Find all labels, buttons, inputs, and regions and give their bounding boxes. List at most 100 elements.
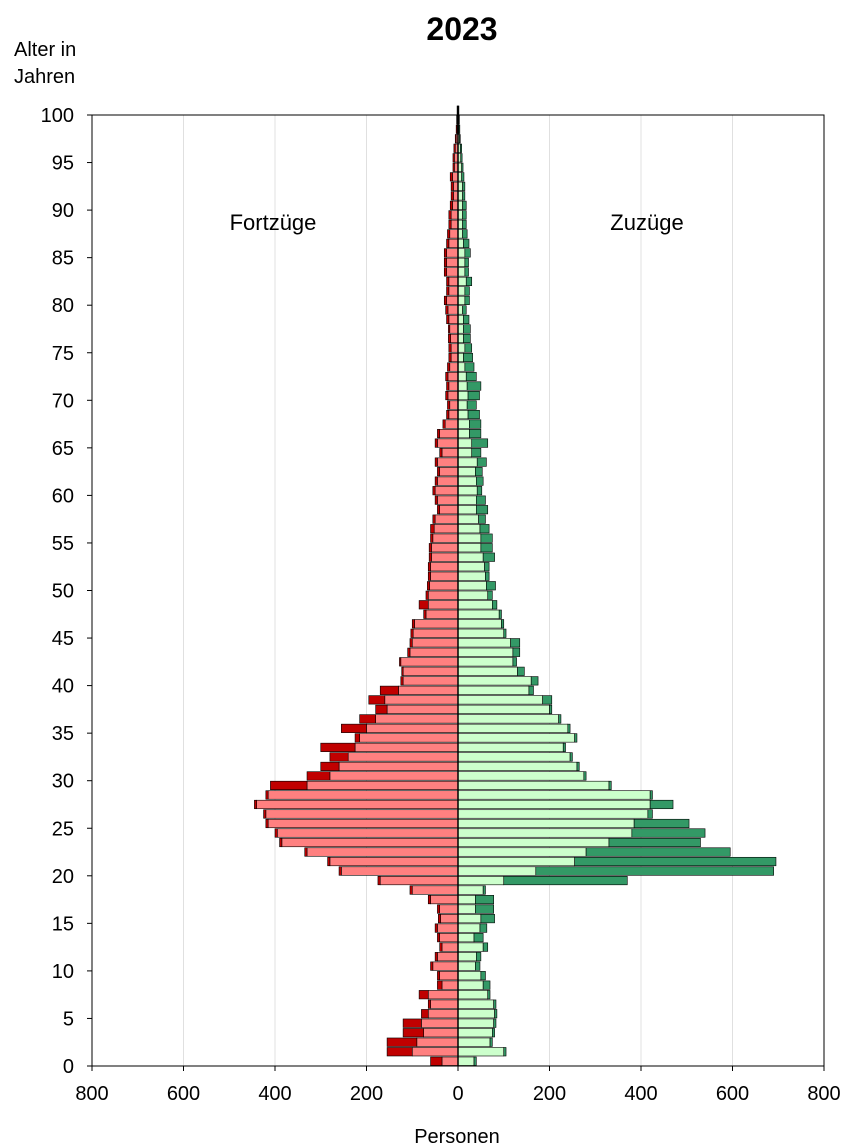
bar-fortzuege-age-60 (434, 486, 459, 496)
bar-zuzuege-age-65 (457, 438, 473, 448)
bar-fortzuege-age-39 (398, 685, 459, 695)
bar-fortzuege-extra-age-37 (375, 704, 388, 714)
bar-fortzuege-age-19 (379, 875, 459, 886)
bar-fortzuege-age-14 (437, 923, 459, 933)
bar-fortzuege-age-51 (430, 571, 459, 581)
bar-fortzuege-age-62 (439, 467, 459, 477)
bar-fortzuege-age-88 (450, 219, 459, 229)
bar-zuzuege-extra-age-24 (631, 828, 706, 838)
bar-fortzuege-extra-age-86 (446, 238, 450, 248)
bar-zuzuege-extra-age-17 (475, 895, 494, 905)
bar-zuzuege-age-8 (457, 980, 484, 990)
bar-fortzuege-age-84 (446, 257, 459, 267)
bar-fortzuege-extra-age-35 (341, 723, 367, 733)
bar-zuzuege-extra-age-63 (476, 457, 487, 467)
bar-fortzuege-age-71 (448, 381, 459, 391)
bar-zuzuege-extra-age-20 (535, 866, 774, 876)
bar-fortzuege-age-32 (347, 752, 459, 762)
bar-zuzuege-extra-age-77 (463, 324, 471, 334)
bar-fortzuege-extra-age-33 (320, 742, 356, 752)
bar-fortzuege-age-58 (439, 505, 459, 515)
bar-zuzuege-age-21 (457, 856, 575, 867)
bar-fortzuege-extra-age-22 (304, 847, 308, 857)
bar-zuzuege-extra-age-31 (576, 761, 580, 771)
bar-zuzuege-age-1 (457, 1047, 505, 1057)
right-panel-label: Zuzüge (610, 210, 683, 235)
bar-zuzuege-age-63 (457, 457, 478, 467)
bar-fortzuege-extra-age-71 (446, 381, 450, 391)
bar-fortzuege-age-13 (439, 933, 459, 943)
bar-zuzuege-age-10 (457, 961, 476, 971)
bar-zuzuege-extra-age-25 (633, 818, 690, 829)
bar-zuzuege-age-36 (457, 714, 559, 724)
bar-fortzuege-extra-age-8 (437, 980, 443, 990)
bar-zuzuege-age-49 (457, 590, 489, 600)
bar-zuzuege-extra-age-90 (462, 200, 467, 210)
bar-zuzuege-extra-age-21 (574, 856, 777, 867)
bar-zuzuege-age-72 (457, 371, 467, 382)
y-tick-label: 70 (52, 390, 74, 412)
y-tick-label: 40 (52, 676, 74, 698)
bar-fortzuege-age-76 (450, 333, 459, 344)
bar-fortzuege-extra-age-4 (402, 1018, 422, 1028)
bar-zuzuege-extra-age-75 (464, 343, 473, 353)
x-tick-label: 800 (75, 1083, 108, 1105)
bar-fortzuege-extra-age-24 (274, 828, 278, 838)
bar-fortzuege-extra-age-97 (454, 134, 457, 144)
bar-zuzuege-age-31 (457, 761, 578, 771)
bar-zuzuege-extra-age-15 (480, 914, 495, 924)
bar-fortzuege-age-20 (341, 866, 459, 876)
bar-zuzuege-extra-age-14 (479, 923, 488, 933)
bar-zuzuege-age-33 (457, 742, 564, 752)
bar-fortzuege-age-80 (446, 295, 459, 306)
bar-fortzuege-extra-age-74 (448, 352, 452, 363)
bar-fortzuege-extra-age-3 (402, 1028, 424, 1038)
y-tick-label: 65 (52, 438, 74, 460)
bar-fortzuege-age-52 (430, 562, 459, 572)
bar-fortzuege-extra-age-6 (427, 999, 431, 1009)
bar-zuzuege-age-50 (457, 581, 487, 591)
x-tick-label: 600 (167, 1083, 200, 1105)
y-tick-label: 50 (52, 581, 74, 603)
bar-fortzuege-age-78 (448, 314, 459, 325)
bar-zuzuege-extra-age-58 (475, 505, 489, 515)
bar-fortzuege-age-11 (437, 952, 459, 962)
y-tick-label: 30 (52, 771, 74, 793)
bar-zuzuege-age-22 (457, 847, 587, 857)
x-tick-label: 400 (258, 1083, 291, 1105)
bar-zuzuege-extra-age-70 (467, 390, 480, 401)
bar-zuzuege-extra-age-67 (469, 419, 482, 429)
bar-zuzuege-age-70 (457, 390, 469, 401)
y-tick-label: 90 (52, 200, 74, 222)
bar-fortzuege-age-17 (430, 895, 459, 905)
y-tick-label: 85 (52, 248, 74, 270)
bar-fortzuege-age-43 (409, 647, 459, 657)
bar-zuzuege-age-44 (457, 638, 511, 648)
bar-fortzuege-extra-age-5 (421, 1009, 429, 1019)
bar-fortzuege-age-38 (384, 695, 459, 705)
y-tick-label: 0 (63, 1056, 74, 1078)
bar-zuzuege-age-4 (457, 1018, 494, 1028)
bar-fortzuege-extra-age-60 (432, 486, 436, 496)
bar-zuzuege-age-81 (457, 286, 466, 296)
bar-fortzuege-age-4 (421, 1018, 459, 1028)
bar-zuzuege-extra-age-57 (478, 514, 486, 524)
bar-zuzuege-extra-age-9 (480, 971, 486, 981)
bar-zuzuege-age-39 (457, 685, 530, 695)
bar-fortzuege-extra-age-20 (338, 866, 342, 876)
bar-zuzuege-age-85 (457, 248, 466, 258)
bar-zuzuege-extra-age-97 (459, 134, 461, 144)
bar-fortzuege-age-42 (400, 657, 459, 667)
bar-fortzuege-age-1 (411, 1047, 459, 1057)
bar-zuzuege-extra-age-54 (480, 543, 493, 553)
bar-zuzuege-extra-age-48 (492, 600, 498, 610)
bar-fortzuege-extra-age-96 (453, 143, 456, 153)
bar-zuzuege-age-11 (457, 952, 477, 962)
y-tick-label: 15 (52, 913, 74, 935)
bar-fortzuege-extra-age-38 (368, 695, 386, 705)
bar-fortzuege-age-9 (439, 971, 459, 981)
left-panel-label: Fortzüge (230, 210, 317, 235)
bar-zuzuege-extra-age-96 (459, 143, 462, 153)
bar-zuzuege-extra-age-86 (463, 238, 470, 248)
bar-zuzuege-extra-age-71 (466, 381, 482, 391)
